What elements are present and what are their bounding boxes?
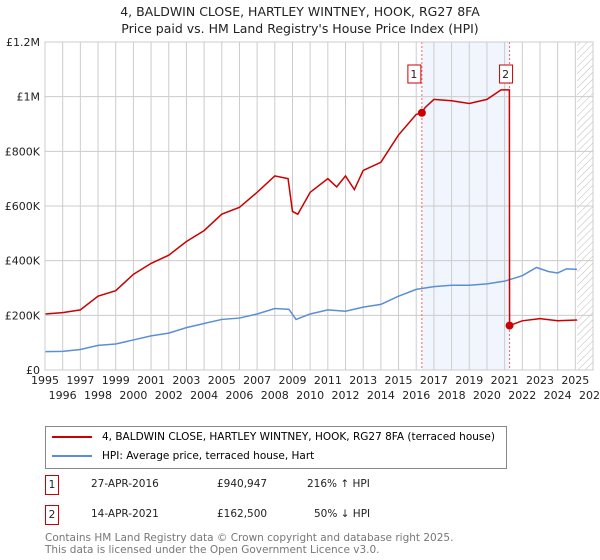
x-tick-label: 2019 [455, 374, 483, 387]
sale-price: £940,947 [217, 478, 268, 490]
x-tick-label: 2022 [508, 389, 536, 402]
x-tick-label: 2017 [420, 374, 448, 387]
x-tick-label: 1999 [102, 374, 130, 387]
y-tick-label: £800K [5, 145, 41, 158]
series-line-hpi [44, 266, 578, 353]
sale-label: 1 [410, 68, 417, 81]
x-tick-label: 1996 [49, 389, 77, 402]
x-tick-label: 2015 [385, 374, 413, 387]
sale-label: 2 [502, 68, 509, 81]
x-tick-label: 2008 [261, 389, 289, 402]
x-tick-label: 2005 [208, 374, 236, 387]
x-tick-label: 1997 [66, 374, 94, 387]
y-tick-label: £200K [5, 309, 41, 322]
y-tick-label: £600K [5, 200, 41, 213]
legend-label: 4, BALDWIN CLOSE, HARTLEY WINTNEY, HOOK,… [102, 431, 495, 443]
y-tick-label: £0 [26, 364, 40, 377]
sale-hpi-change: 216% ↑ HPI [307, 478, 370, 490]
x-tick-label: 2004 [190, 389, 218, 402]
sale-label-box [499, 64, 514, 84]
line-chart: 1995 1996 1997 1998 1999 2000 2001 2002 2003 2004… [5, 36, 600, 402]
legend-swatch [52, 436, 92, 438]
x-tick-label: 2011 [314, 374, 342, 387]
sale-row: 1 27-APR-2016 £940,947 216% ↑ HPI [45, 475, 445, 495]
x-tick-label: 2006 [225, 389, 253, 402]
legend-label: HPI: Average price, terraced house, Hart [102, 450, 315, 462]
sale-date: 14-APR-2021 [91, 508, 159, 520]
chart-subtitle: Price paid vs. HM Land Registry's House … [121, 21, 479, 36]
sale-date: 27-APR-2016 [91, 478, 159, 490]
x-tick-label: 2001 [137, 374, 165, 387]
footer: Contains HM Land Registry data © Crown c… [45, 532, 453, 556]
x-tick-label: 2012 [332, 389, 360, 402]
sale-badge: 2 [45, 505, 59, 525]
y-tick-label: £1.2M [6, 36, 40, 49]
y-tick-label: £1M [17, 91, 41, 104]
sale-label-box [407, 64, 422, 84]
x-tick-label: 2020 [473, 389, 501, 402]
footer-licence: This data is licensed under the Open Gov… [45, 544, 380, 556]
sale-badge: 1 [45, 475, 59, 495]
sale-point [417, 108, 426, 117]
legend-item-property: 4, BALDWIN CLOSE, HARTLEY WINTNEY, HOOK,… [46, 431, 495, 443]
footer-copyright: Contains HM Land Registry data © Crown c… [45, 532, 454, 544]
plot-frame [44, 41, 594, 371]
x-tick-label: 2002 [155, 389, 183, 402]
sale-row: 2 14-APR-2021 £162,500 50% ↓ HPI [45, 505, 445, 525]
x-tick-label: 2026 [579, 389, 600, 402]
x-tick-label: 2021 [491, 374, 519, 387]
x-tick-label: 2016 [402, 389, 430, 402]
sale-hpi-change: 50% ↓ HPI [314, 508, 371, 520]
x-tick-label: 2025 [561, 374, 589, 387]
x-tick-label: 2003 [172, 374, 200, 387]
legend-swatch [52, 455, 92, 457]
x-tick-label: 2013 [349, 374, 377, 387]
x-tick-label: 2000 [119, 389, 147, 402]
sale-point [505, 321, 514, 330]
x-tick-label: 2007 [243, 374, 271, 387]
x-tick-label: 2024 [544, 389, 572, 402]
x-tick-label: 2014 [367, 389, 395, 402]
chart-title: 4, BALDWIN CLOSE, HARTLEY WINTNEY, HOOK,… [120, 4, 480, 19]
x-tick-label: 2018 [438, 389, 466, 402]
x-tick-label: 1995 [31, 374, 59, 387]
x-tick-label: 1998 [84, 389, 112, 402]
x-tick-label: 2009 [278, 374, 306, 387]
y-tick-label: £400K [5, 255, 41, 268]
x-tick-label: 2010 [296, 389, 324, 402]
sale-price: £162,500 [217, 508, 268, 520]
legend: 4, BALDWIN CLOSE, HARTLEY WINTNEY, HOOK,… [45, 426, 507, 469]
legend-item-hpi: HPI: Average price, terraced house, Hart [46, 450, 314, 462]
series-line-property [44, 89, 578, 327]
x-tick-label: 2023 [526, 374, 554, 387]
